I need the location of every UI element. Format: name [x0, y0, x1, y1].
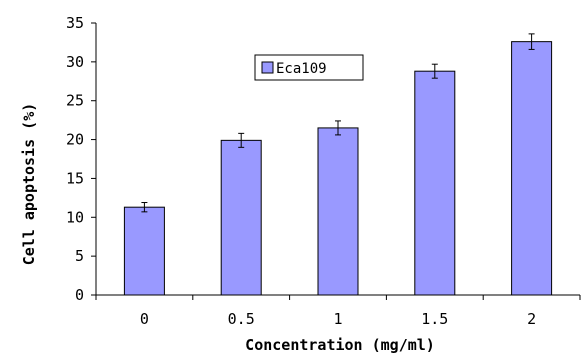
- y-tick-label: 35: [66, 14, 84, 32]
- bar: [220, 139, 262, 296]
- y-tick-label: 15: [66, 169, 84, 187]
- y-tick-label: 25: [66, 92, 84, 110]
- bar: [123, 206, 165, 296]
- y-tick-label: 10: [66, 208, 84, 226]
- y-tick-label: 5: [75, 247, 84, 265]
- legend-label: Eca109: [276, 61, 327, 77]
- bar-series: [123, 41, 553, 296]
- x-axis-ticks: 0 0.5 1 1.5 2: [95, 295, 581, 328]
- y-tick-label: 20: [66, 131, 84, 149]
- legend: Eca109: [254, 54, 364, 81]
- legend-swatch: [261, 61, 274, 74]
- x-axis-title: Concentration (mg/ml): [245, 336, 435, 354]
- bar: [511, 41, 553, 296]
- x-tick-label: 0: [140, 310, 149, 328]
- y-axis-title: Cell apoptosis (%): [20, 103, 38, 266]
- x-tick-label: 2: [527, 310, 536, 328]
- x-tick-label: 1: [333, 310, 342, 328]
- x-tick-label: 1.5: [421, 310, 448, 328]
- error-bars: [141, 33, 535, 213]
- x-tick-label: 0.5: [228, 310, 255, 328]
- y-axis-ticks: 0 5 10 15 20 25 30 35: [66, 14, 96, 304]
- bar: [414, 70, 456, 296]
- y-tick-label: 0: [75, 286, 84, 304]
- bar: [317, 127, 359, 296]
- y-tick-label: 30: [66, 53, 84, 71]
